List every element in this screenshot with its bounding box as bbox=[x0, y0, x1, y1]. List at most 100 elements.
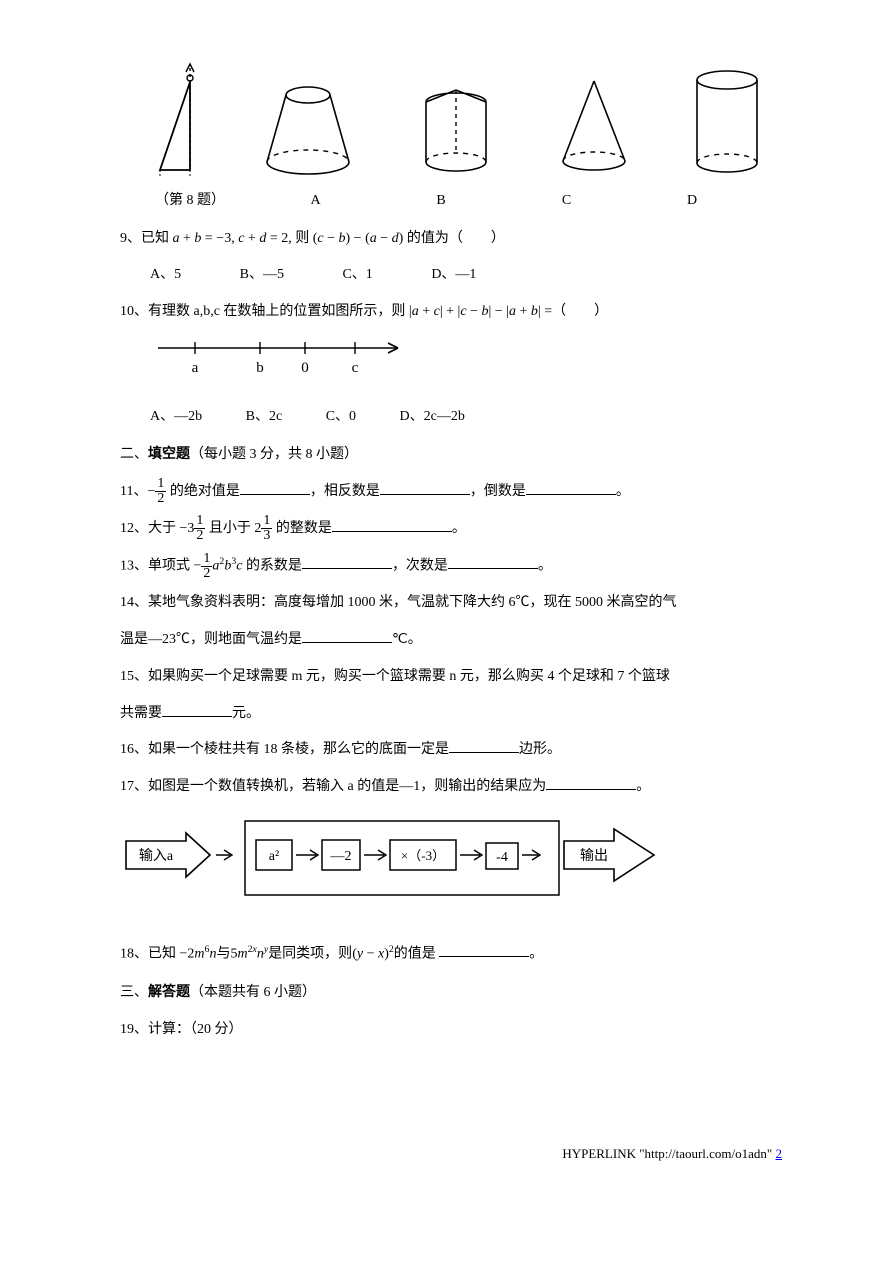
q18-pre: 18、已知 bbox=[120, 946, 176, 961]
label-q8: （第 8 题） bbox=[140, 184, 240, 218]
question-15-line1: 15、如果购买一个足球需要 m 元，购买一个篮球需要 n 元，那么购买 4 个足… bbox=[120, 662, 782, 693]
q13-pre: 13、单项式 bbox=[120, 558, 190, 573]
q15-blank bbox=[162, 700, 232, 716]
label-a: A bbox=[266, 184, 366, 218]
q11-blank3 bbox=[526, 479, 616, 495]
label-b: B bbox=[391, 184, 491, 218]
q12-f1sign: −3 bbox=[180, 521, 195, 536]
figure-labels-row: （第 8 题） A B C D bbox=[120, 184, 782, 218]
question-16: 16、如果一个棱柱共有 18 条棱，那么它的底面一定是 边形。 bbox=[120, 735, 782, 766]
q12-frac1: 12 bbox=[194, 514, 205, 543]
svg-frustum bbox=[253, 80, 363, 180]
q11-sign: − bbox=[147, 484, 155, 499]
question-19: 19、计算：（20 分） bbox=[120, 1015, 782, 1046]
q10-opt-b: B、2c bbox=[246, 402, 283, 433]
figure-row-q8 bbox=[120, 60, 782, 180]
q12-pre: 12、大于 bbox=[120, 521, 176, 536]
label-c: C bbox=[517, 184, 617, 218]
q11-pre: 11、 bbox=[120, 484, 147, 499]
q9-opt-c: C、1 bbox=[342, 260, 372, 291]
svg-text:b: b bbox=[256, 360, 264, 376]
svg-text:a: a bbox=[192, 360, 199, 376]
question-14-line2: 温是—23℃，则地面气温约是 ℃。 bbox=[120, 625, 782, 656]
q16-blank bbox=[449, 737, 519, 753]
svg-flowchart: 输入a a² —2 ×（-3） -4 输出 bbox=[120, 815, 660, 905]
q9-opt-b: B、—5 bbox=[240, 260, 284, 291]
footer-pagenum: 2 bbox=[776, 1146, 783, 1161]
flowchart-q17: 输入a a² —2 ×（-3） -4 输出 bbox=[120, 815, 782, 919]
page-footer: HYPERLINK "http://taourl.com/o1adn" 2 bbox=[0, 1146, 892, 1162]
svg-text:输入a: 输入a bbox=[139, 848, 174, 864]
q17-pre: 17、如图是一个数值转换机，若输入 a 的值是—1，则输出的结果应为 bbox=[120, 779, 546, 794]
q11-mid2: ，相反数是 bbox=[310, 484, 380, 499]
question-15-line2: 共需要 元。 bbox=[120, 699, 782, 730]
q12-f2pre: 2 bbox=[254, 521, 261, 536]
question-9: 9、已知 a + b = −3, c + d = 2, 则 (c − b) − … bbox=[120, 224, 782, 255]
question-14-line1: 14、某地气象资料表明：高度每增加 1000 米，气温就下降大约 6℃，现在 5… bbox=[120, 588, 782, 619]
q17-end: 。 bbox=[636, 779, 650, 794]
question-12: 12、大于 −312 且小于 213 的整数是 。 bbox=[120, 514, 782, 545]
q11-blank2 bbox=[380, 479, 470, 495]
section-2-heading: 二、填空题（每小题 3 分，共 8 小题） bbox=[120, 438, 782, 471]
q12-mid2: 的整数是 bbox=[276, 521, 332, 536]
q12-mid1: 且小于 bbox=[209, 521, 251, 536]
q10-opt-c: C、0 bbox=[326, 402, 356, 433]
q11-frac: 12 bbox=[155, 477, 166, 506]
q14-l2pre: 温是—23℃，则地面气温约是 bbox=[120, 632, 302, 647]
q16-pre: 16、如果一个棱柱共有 18 条棱，那么它的底面一定是 bbox=[120, 742, 449, 757]
q10-options: A、—2b B、2c C、0 D、2c—2b bbox=[120, 402, 782, 433]
figure-option-a bbox=[253, 80, 363, 180]
section-3-heading: 三、解答题（本题共有 6 小题） bbox=[120, 976, 782, 1009]
q11-mid1: 的绝对值是 bbox=[170, 484, 240, 499]
q13-mid: 的系数是 bbox=[246, 558, 302, 573]
q13-end: 。 bbox=[538, 558, 552, 573]
q18-mid2: 是同类项，则 bbox=[268, 946, 352, 961]
figure-reference bbox=[140, 60, 210, 180]
q18-mid1: 与 bbox=[216, 946, 230, 961]
figure-option-d bbox=[682, 65, 772, 180]
q17-blank bbox=[546, 774, 636, 790]
question-18: 18、已知 −2m6n与5m2xny是同类项，则(y − x)2的值是 。 bbox=[120, 939, 782, 970]
q13-sign: − bbox=[194, 558, 202, 573]
svg-text:—2: —2 bbox=[330, 849, 352, 864]
svg-numberline: a b 0 c bbox=[150, 334, 410, 382]
q14-l2end: ℃。 bbox=[392, 632, 422, 647]
svg-text:-4: -4 bbox=[496, 850, 508, 865]
svg-cone bbox=[549, 75, 639, 180]
q13-blank2 bbox=[448, 553, 538, 569]
label-d: D bbox=[642, 184, 742, 218]
q13-frac: 12 bbox=[201, 552, 212, 581]
question-11: 11、−12 的绝对值是 ，相反数是 ，倒数是 。 bbox=[120, 477, 782, 508]
question-17: 17、如图是一个数值转换机，若输入 a 的值是—1，则输出的结果应为 。 bbox=[120, 772, 782, 803]
question-13: 13、单项式 −12a2b3c 的系数是，次数是。 bbox=[120, 551, 782, 582]
q14-blank bbox=[302, 627, 392, 643]
q18-end: 。 bbox=[529, 946, 543, 961]
q12-frac2: 13 bbox=[261, 514, 272, 543]
q16-end: 边形。 bbox=[519, 742, 561, 757]
svg-text:输出: 输出 bbox=[580, 848, 608, 864]
q12-end: 。 bbox=[452, 521, 466, 536]
question-10: 10、有理数 a,b,c 在数轴上的位置如图所示，则 |a + c| + |c … bbox=[120, 297, 782, 328]
q10-opt-d: D、2c—2b bbox=[400, 402, 465, 433]
q11-end: 。 bbox=[616, 484, 630, 499]
svg-halfcylinder bbox=[406, 80, 506, 180]
q15-l2end: 元。 bbox=[232, 706, 260, 721]
svg-cylinder bbox=[682, 65, 772, 180]
q10-opt-a: A、—2b bbox=[150, 402, 202, 433]
q13-blank1 bbox=[302, 553, 392, 569]
svg-generatrix bbox=[140, 60, 210, 180]
figure-option-b bbox=[406, 80, 506, 180]
q11-blank1 bbox=[240, 479, 310, 495]
footer-hyperlink-text: HYPERLINK "http://taourl.com/o1adn" bbox=[562, 1146, 775, 1161]
q9-opt-a: A、5 bbox=[150, 260, 181, 291]
svg-text:×（-3）: ×（-3） bbox=[401, 848, 445, 863]
number-line-diagram: a b 0 c bbox=[150, 334, 410, 396]
figure-option-c bbox=[549, 75, 639, 180]
q15-l2pre: 共需要 bbox=[120, 706, 162, 721]
q11-mid3: ，倒数是 bbox=[470, 484, 526, 499]
svg-text:a²: a² bbox=[269, 849, 279, 864]
q9-pre: 9、已知 bbox=[120, 231, 169, 246]
q18-blank bbox=[439, 941, 529, 957]
q18-mid3: 的值是 bbox=[394, 946, 440, 961]
svg-text:0: 0 bbox=[301, 360, 309, 376]
